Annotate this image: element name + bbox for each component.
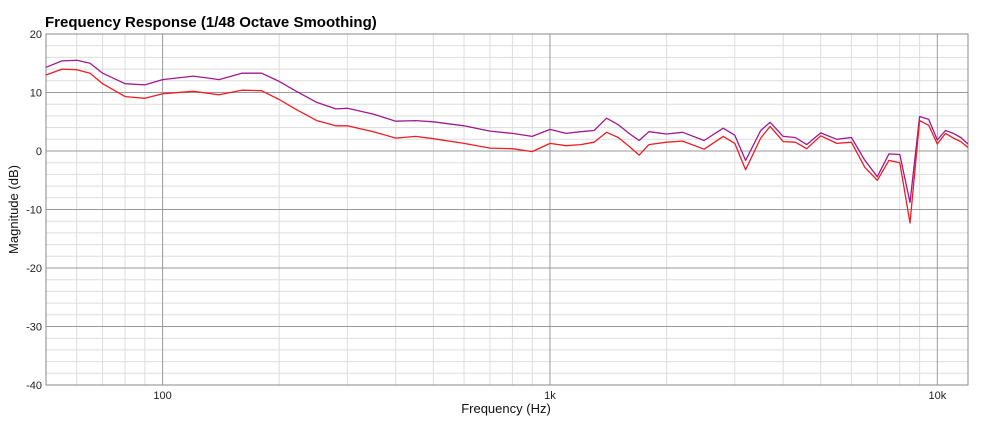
series-line-1	[45, 59, 969, 204]
grid	[45, 33, 969, 386]
x-tick-label: 100	[153, 390, 171, 402]
x-tick-label: 1k	[544, 390, 556, 402]
series-line-2	[45, 68, 969, 224]
y-tick-label: -40	[26, 380, 42, 392]
x-axis-label: Frequency (Hz)	[461, 401, 551, 416]
y-tick-label: 20	[30, 29, 42, 41]
plot-border	[45, 33, 969, 386]
chart-title: Frequency Response (1/48 Octave Smoothin…	[45, 14, 377, 31]
y-tick-label: -20	[26, 263, 42, 275]
x-tick-label: 10k	[928, 390, 946, 402]
series-layer	[45, 59, 969, 224]
y-tick-label: -10	[26, 205, 42, 217]
y-tick-label: 10	[30, 88, 42, 100]
y-tick-label: 0	[36, 146, 42, 158]
y-tick-label: -30	[26, 322, 42, 334]
y-axis-label: Magnitude (dB)	[6, 165, 21, 254]
